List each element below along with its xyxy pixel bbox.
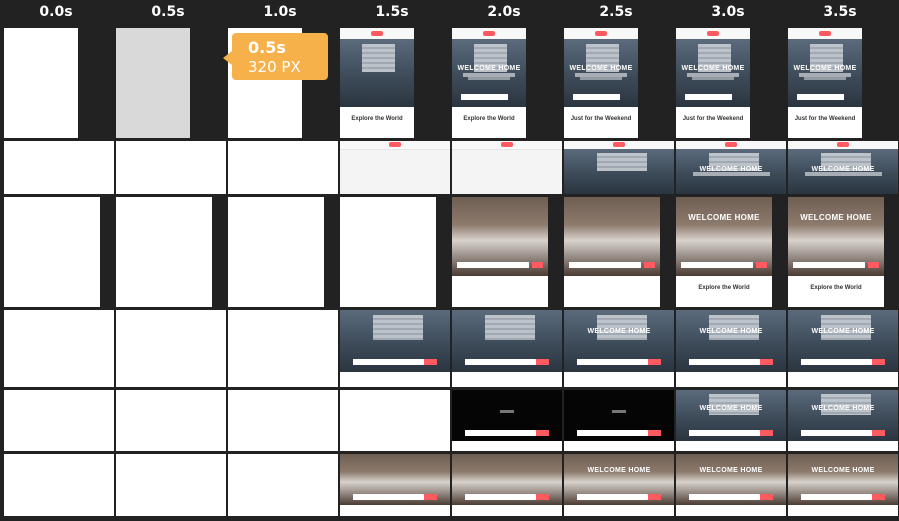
section-title: Explore the World bbox=[698, 285, 750, 292]
time-label: 1.5s bbox=[375, 4, 409, 20]
section-title: Just for the Weekend bbox=[794, 116, 856, 123]
frame-blank[interactable] bbox=[116, 197, 212, 307]
time-label: 2.0s bbox=[487, 4, 521, 20]
frame-blank[interactable] bbox=[228, 390, 338, 451]
tooltip-width: 320 PX bbox=[248, 58, 301, 76]
frame-screenshot[interactable] bbox=[452, 454, 562, 516]
hero-headline: WELCOME HOME bbox=[699, 405, 763, 413]
hero-headline: WELCOME HOME bbox=[811, 466, 875, 474]
frame-blank[interactable] bbox=[228, 197, 324, 307]
time-label: 3.5s bbox=[823, 4, 857, 20]
hero-headline: WELCOME HOME bbox=[811, 166, 875, 174]
frame-screenshot[interactable]: WELCOME HOME Just for the Weekend bbox=[788, 28, 862, 138]
frame-screenshot[interactable] bbox=[452, 310, 562, 387]
section-title: Explore the World bbox=[351, 116, 403, 123]
time-label: 1.0s bbox=[263, 4, 297, 20]
frame-screenshot[interactable]: WELCOME HOME bbox=[676, 310, 786, 387]
hero-headline: WELCOME HOME bbox=[587, 466, 651, 474]
frame-screenshot[interactable]: Explore the World bbox=[340, 28, 414, 138]
frame-blank[interactable] bbox=[228, 454, 338, 516]
frame-blank[interactable] bbox=[228, 141, 338, 194]
frame-screenshot[interactable] bbox=[564, 390, 674, 451]
frame-screenshot[interactable] bbox=[452, 197, 548, 307]
frame-screenshot[interactable]: WELCOME HOME bbox=[676, 454, 786, 516]
filmstrip-grid: Explore the World WELCOME HOME Explore t… bbox=[0, 26, 899, 521]
frame-screenshot[interactable] bbox=[340, 310, 450, 387]
hero-headline: WELCOME HOME bbox=[699, 466, 763, 474]
frame-screenshot[interactable] bbox=[564, 197, 660, 307]
frame-blank[interactable] bbox=[116, 390, 226, 451]
hero-headline: WELCOME HOME bbox=[688, 212, 760, 222]
frame-blank[interactable] bbox=[116, 141, 226, 194]
hero-headline: WELCOME HOME bbox=[811, 328, 875, 336]
hero-headline: WELCOME HOME bbox=[569, 64, 633, 72]
tooltip-arrow bbox=[223, 51, 232, 65]
frame-screenshot[interactable] bbox=[564, 141, 674, 194]
timeline-header: 0.0s 0.5s 1.0s 1.5s 2.0s 2.5s 3.0s 3.5s bbox=[0, 0, 899, 26]
frame-screenshot[interactable]: WELCOME HOME bbox=[676, 141, 786, 194]
hero-headline: WELCOME HOME bbox=[811, 405, 875, 413]
hero-headline: WELCOME HOME bbox=[681, 64, 745, 72]
frame-screenshot[interactable]: WELCOME HOME Just for the Weekend bbox=[564, 28, 638, 138]
frame-blank[interactable] bbox=[4, 390, 114, 451]
frame-screenshot[interactable] bbox=[340, 141, 450, 194]
frame-screenshot[interactable]: WELCOME HOME bbox=[676, 390, 786, 451]
section-title: Explore the World bbox=[810, 285, 862, 292]
frame-screenshot[interactable]: WELCOME HOME bbox=[564, 454, 674, 516]
hero-headline: WELCOME HOME bbox=[800, 212, 872, 222]
frame-blank[interactable] bbox=[340, 390, 450, 451]
frame-screenshot[interactable]: WELCOME HOME bbox=[564, 310, 674, 387]
hero-headline: WELCOME HOME bbox=[793, 64, 857, 72]
frame-blank[interactable] bbox=[116, 454, 226, 516]
frame-blank[interactable] bbox=[4, 454, 114, 516]
frame-screenshot[interactable]: WELCOME HOME bbox=[788, 310, 898, 387]
frame-screenshot[interactable]: WELCOME HOME Just for the Weekend bbox=[676, 28, 750, 138]
frame-blank[interactable] bbox=[4, 310, 114, 387]
frame-screenshot[interactable] bbox=[340, 454, 450, 516]
time-label: 0.5s bbox=[151, 4, 185, 20]
frame-blank[interactable] bbox=[4, 141, 114, 194]
tooltip-time: 0.5s bbox=[248, 38, 286, 57]
frame-screenshot[interactable]: WELCOME HOME Explore the World bbox=[676, 197, 772, 307]
frame-blank[interactable] bbox=[4, 197, 100, 307]
tooltip: 0.5s 320 PX bbox=[223, 33, 328, 80]
frame-blank[interactable] bbox=[340, 197, 436, 307]
frame-screenshot[interactable]: WELCOME HOME bbox=[788, 390, 898, 451]
hero-headline: WELCOME HOME bbox=[457, 64, 521, 72]
hero-headline: WELCOME HOME bbox=[587, 328, 651, 336]
frame-blank[interactable] bbox=[4, 28, 78, 138]
time-label: 2.5s bbox=[599, 4, 633, 20]
frame-blank[interactable] bbox=[228, 310, 338, 387]
section-title: Explore the World bbox=[463, 116, 515, 123]
frame-blank[interactable] bbox=[116, 310, 226, 387]
frame-screenshot[interactable]: WELCOME HOME Explore the World bbox=[788, 197, 884, 307]
frame-screenshot[interactable]: WELCOME HOME bbox=[788, 141, 898, 194]
frame-screenshot[interactable] bbox=[452, 390, 562, 451]
frame-screenshot[interactable]: WELCOME HOME Explore the World bbox=[452, 28, 526, 138]
time-label: 0.0s bbox=[39, 4, 73, 20]
hero-headline: WELCOME HOME bbox=[699, 328, 763, 336]
frame-screenshot[interactable] bbox=[452, 141, 562, 194]
hero-headline: WELCOME HOME bbox=[699, 166, 763, 174]
frame-gray[interactable] bbox=[116, 28, 190, 138]
frame-screenshot[interactable]: WELCOME HOME bbox=[788, 454, 898, 516]
section-title: Just for the Weekend bbox=[570, 116, 632, 123]
time-label: 3.0s bbox=[711, 4, 745, 20]
section-title: Just for the Weekend bbox=[682, 116, 744, 123]
